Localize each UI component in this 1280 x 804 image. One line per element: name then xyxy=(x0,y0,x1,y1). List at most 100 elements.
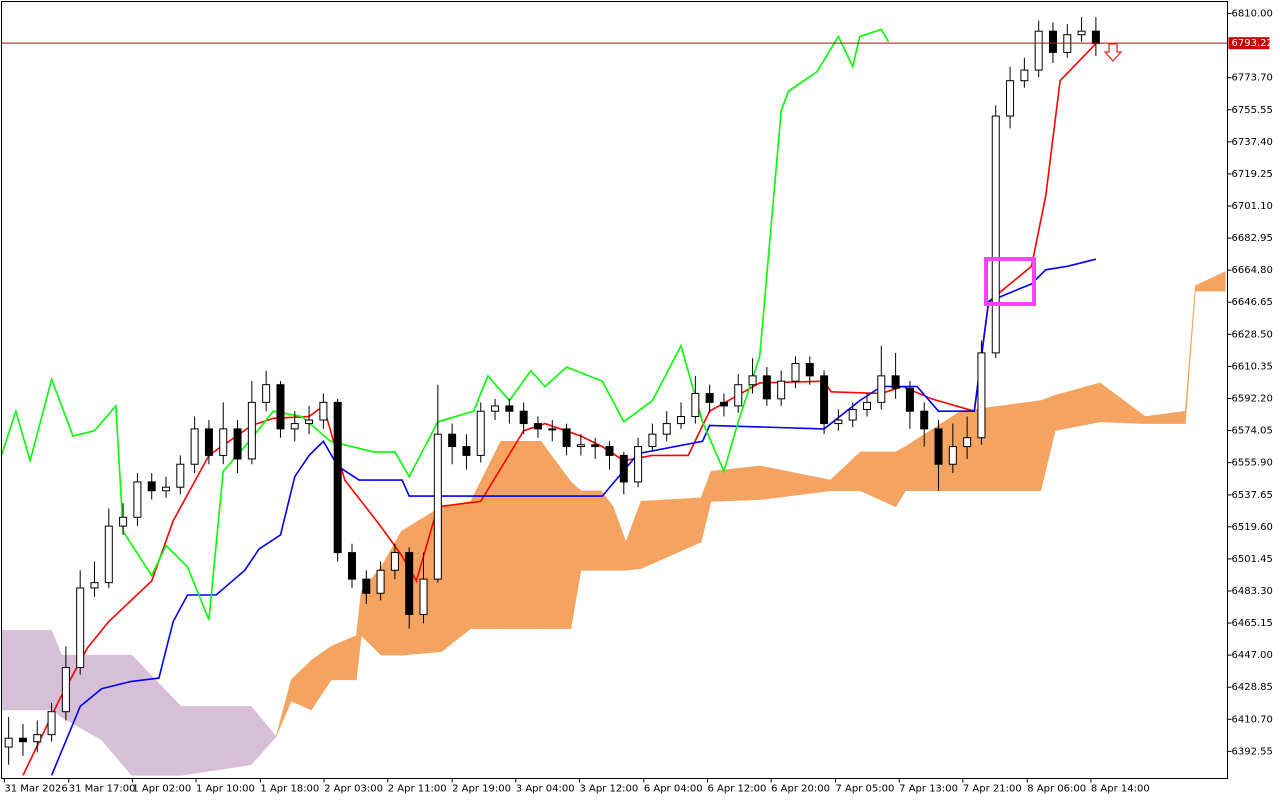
candle-body xyxy=(61,667,70,713)
candle-body xyxy=(777,380,786,400)
candle-body xyxy=(905,387,914,412)
y-tick-label: 6737.40 xyxy=(1232,137,1273,148)
candle-body xyxy=(204,428,213,456)
y-tick-label: 6537.65 xyxy=(1232,490,1273,501)
cloud-segment xyxy=(1195,271,1226,292)
x-tick-label: 1 Apr 02:00 xyxy=(132,784,191,795)
x-tick-label: 7 Apr 05:00 xyxy=(836,784,895,795)
cloud-segment xyxy=(250,705,277,766)
candle-body xyxy=(576,444,585,448)
y-tick-label: 6501.45 xyxy=(1232,554,1273,565)
y-tick-label: 6519.60 xyxy=(1232,522,1273,533)
candle-body xyxy=(948,446,957,465)
candle-body xyxy=(4,737,13,748)
x-tick-label: 2 Apr 11:00 xyxy=(388,784,447,795)
candle-body xyxy=(1006,80,1015,117)
y-tick-label: 6719.25 xyxy=(1232,169,1273,180)
current-price-label: 6793.22 xyxy=(1232,38,1273,49)
candle-body xyxy=(405,552,414,615)
y-tick-label: 6465.15 xyxy=(1232,618,1273,629)
y-tick-label: 6810.00 xyxy=(1232,9,1273,20)
y-tick-label: 6483.30 xyxy=(1232,586,1273,597)
candle-body xyxy=(877,375,886,403)
candle-body xyxy=(233,428,242,460)
candle-body xyxy=(548,428,557,431)
x-tick-label: 6 Apr 04:00 xyxy=(644,784,703,795)
candle-body xyxy=(162,486,171,492)
candle-body xyxy=(1091,30,1100,45)
candle-body xyxy=(419,578,428,615)
candle-body xyxy=(18,737,27,743)
plot-frame xyxy=(1,1,1228,779)
candle-body xyxy=(619,454,628,483)
candle-body xyxy=(448,433,457,448)
candle-body xyxy=(176,463,185,488)
candle-body xyxy=(705,393,714,403)
candle-body xyxy=(376,569,385,594)
candle-body xyxy=(820,375,829,425)
candle-body xyxy=(848,408,857,421)
y-tick-label: 6574.05 xyxy=(1232,426,1273,437)
y-tick-label: 6447.00 xyxy=(1232,650,1273,661)
candle-body xyxy=(862,401,871,410)
candle-layer xyxy=(4,17,1100,765)
x-tick-label: 1 Apr 18:00 xyxy=(260,784,319,795)
candle-body xyxy=(76,587,85,669)
candle-body xyxy=(262,384,271,403)
x-tick-label: 31 Mar 2026 xyxy=(4,784,67,795)
y-tick-label: 6555.90 xyxy=(1232,458,1273,469)
x-tick-label: 31 Mar 17:00 xyxy=(69,784,136,795)
x-tick-label: 6 Apr 12:00 xyxy=(707,784,766,795)
candle-body xyxy=(33,734,42,743)
x-tick-label: 7 Apr 21:00 xyxy=(963,784,1022,795)
sell-arrow xyxy=(1103,43,1123,62)
candle-body xyxy=(1048,30,1057,53)
y-tick-label: 6755.55 xyxy=(1232,105,1273,116)
x-tick-label: 3 Apr 12:00 xyxy=(579,784,638,795)
candle-body xyxy=(734,384,743,407)
candle-body xyxy=(834,419,843,425)
candle-body xyxy=(333,401,342,554)
current-price-box xyxy=(1228,37,1270,50)
y-tick-label: 6392.55 xyxy=(1232,746,1273,757)
candle-body xyxy=(805,362,814,377)
candle-body xyxy=(662,423,671,435)
y-tick-label: 6664.80 xyxy=(1232,265,1273,276)
candle-body xyxy=(390,552,399,571)
candle-body xyxy=(347,552,356,580)
candle-body xyxy=(677,416,686,425)
candle-body xyxy=(562,428,571,448)
y-tick-label: 6773.70 xyxy=(1232,73,1273,84)
indicator-line xyxy=(50,258,1097,776)
cloud-segment xyxy=(1,630,52,711)
candle-body xyxy=(190,428,199,465)
candle-body xyxy=(691,393,700,418)
candle-body xyxy=(104,525,113,584)
x-tick-label: 2 Apr 19:00 xyxy=(452,784,511,795)
candle-body xyxy=(47,711,56,736)
candle-body xyxy=(991,115,1000,354)
x-tick-label: 7 Apr 13:00 xyxy=(899,784,958,795)
x-tick-label: 3 Apr 04:00 xyxy=(516,784,575,795)
candle-body xyxy=(648,433,657,448)
candle-body xyxy=(433,433,442,580)
candle-body xyxy=(1020,69,1029,82)
candle-body xyxy=(963,437,972,448)
x-tick-label: 6 Apr 20:00 xyxy=(771,784,830,795)
candle-body xyxy=(519,410,528,425)
candle-body xyxy=(219,428,228,456)
highlight-box xyxy=(984,257,1036,306)
x-tick-label: 8 Apr 06:00 xyxy=(1027,784,1086,795)
candle-body xyxy=(305,419,314,425)
cloud-segment xyxy=(580,490,602,571)
candle-body xyxy=(362,578,371,594)
y-tick-label: 6628.50 xyxy=(1232,329,1273,340)
candle-body xyxy=(605,446,614,456)
candle-body xyxy=(290,423,299,430)
candle-body xyxy=(533,423,542,430)
candle-body xyxy=(147,481,156,492)
candle-body xyxy=(247,401,256,460)
y-tick-label: 6592.20 xyxy=(1232,393,1273,404)
candle-body xyxy=(634,446,643,483)
